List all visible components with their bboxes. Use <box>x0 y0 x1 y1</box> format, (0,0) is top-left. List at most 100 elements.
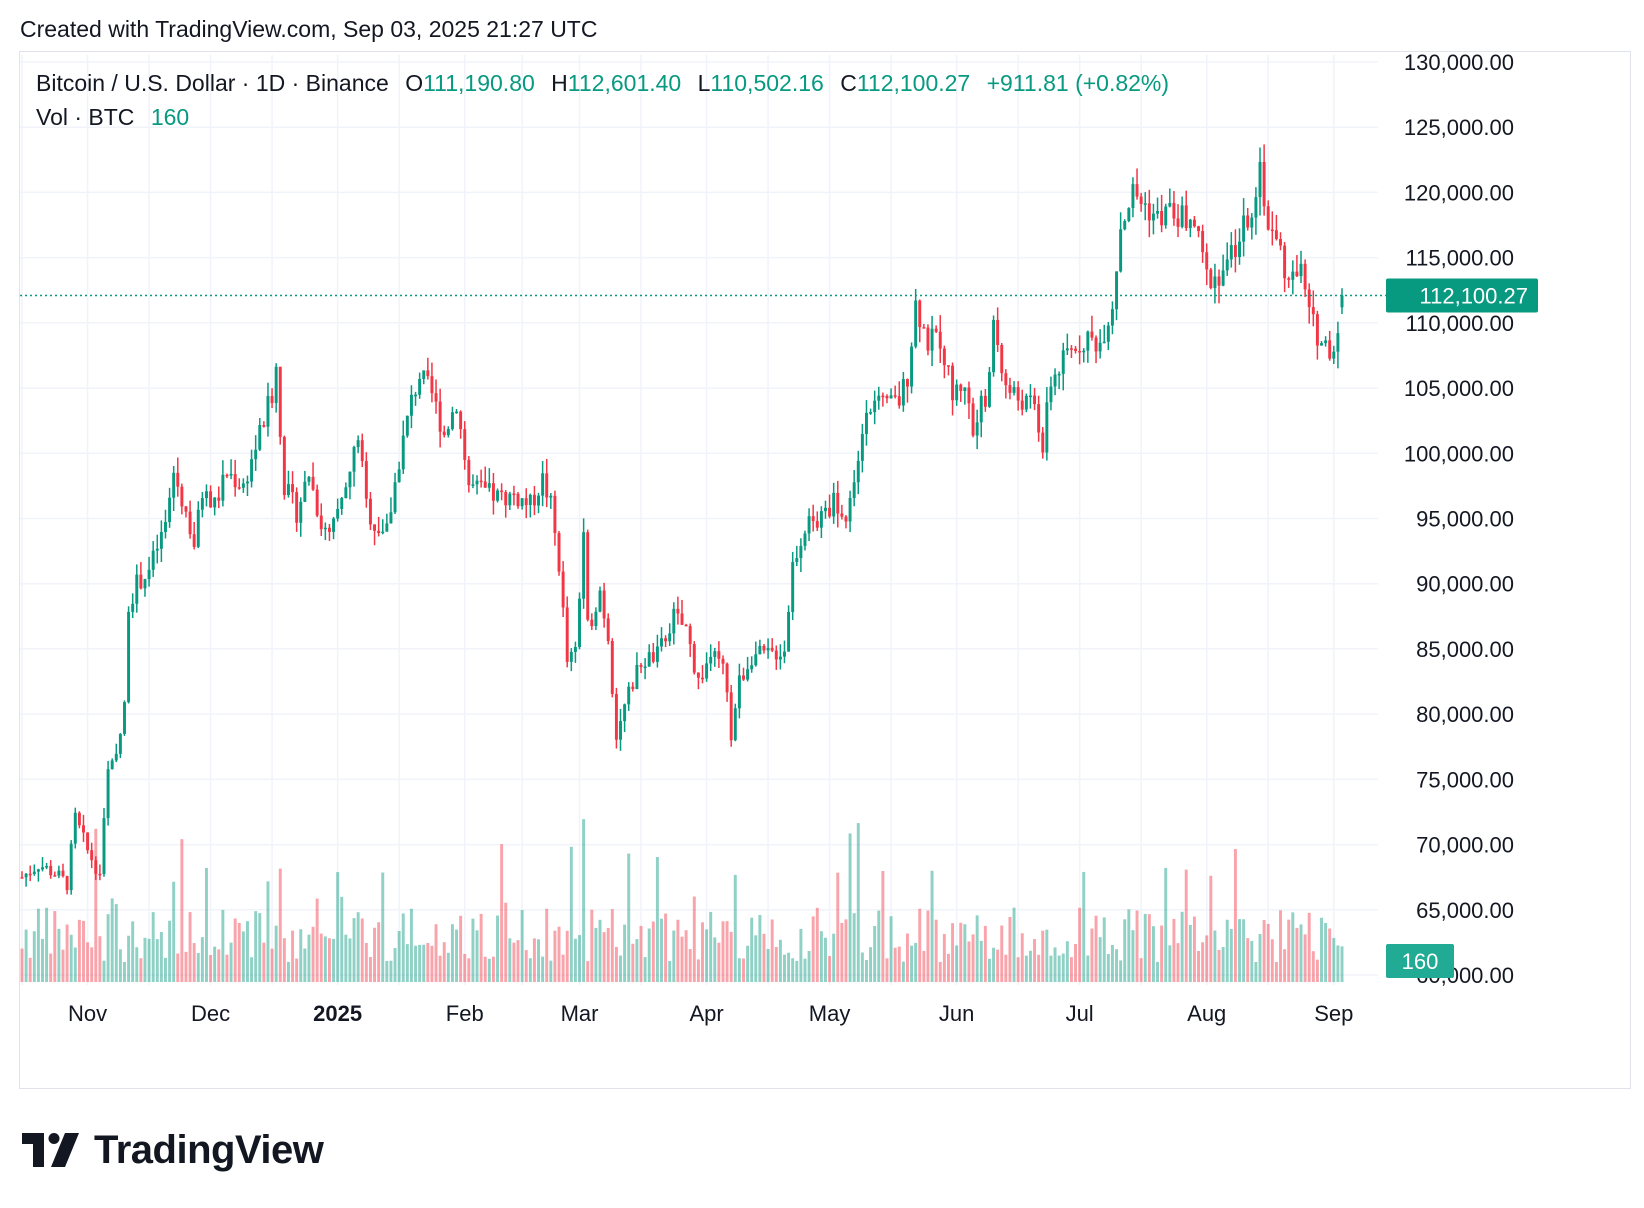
volume-bar <box>946 953 950 982</box>
candle-body <box>1078 350 1082 353</box>
volume-bar <box>696 959 700 982</box>
close-value: 112,100.27 <box>856 70 971 96</box>
candle-body <box>180 486 184 507</box>
candle-body <box>340 498 344 509</box>
candle-body <box>1061 350 1065 374</box>
volume-bar <box>77 919 81 982</box>
candle-body <box>926 327 930 351</box>
volume-bar <box>405 944 409 982</box>
volume-bar <box>836 872 840 982</box>
price-tick-label: 80,000.00 <box>1416 702 1514 727</box>
candle-body <box>1303 263 1307 290</box>
candle-body <box>1074 348 1078 351</box>
candle-body <box>1250 217 1254 228</box>
volume-bar <box>1078 907 1082 982</box>
volume-bar <box>582 819 586 982</box>
candle-body <box>1131 184 1135 209</box>
volume-bar <box>1131 930 1135 982</box>
candle-body <box>184 506 188 512</box>
volume-bar <box>602 932 606 982</box>
candle-body <box>897 396 901 406</box>
volume-bar <box>889 916 893 982</box>
volume-bar <box>1065 941 1069 982</box>
volume-bar <box>987 958 991 982</box>
volume-bar <box>1238 919 1241 982</box>
candle-body <box>791 562 795 612</box>
candle-body <box>852 482 856 499</box>
created-with-text: Created with TradingView.com, Sep 03, 20… <box>20 16 598 42</box>
candle-body <box>1028 395 1032 398</box>
candle-body <box>500 490 504 493</box>
volume-bar <box>561 954 565 982</box>
candle-body <box>82 825 85 833</box>
candle-body <box>36 869 40 872</box>
volume-bar <box>791 958 795 982</box>
volume-bar <box>455 929 459 982</box>
candle-body <box>725 663 729 693</box>
volume-bar <box>1328 928 1332 982</box>
tradingview-logo[interactable]: TradingView <box>22 1128 324 1172</box>
candle-body <box>742 675 745 680</box>
candle-body <box>647 652 651 667</box>
candle-body <box>680 613 684 625</box>
candle-body <box>545 473 549 498</box>
volume-bar <box>110 898 114 982</box>
volume-bar <box>815 907 819 982</box>
candle-body <box>286 484 290 496</box>
time-tick-label: Feb <box>446 1001 484 1026</box>
candle-body <box>327 527 331 532</box>
volume-bar <box>340 896 344 982</box>
chart-frame[interactable] <box>19 51 1631 1089</box>
candle-body <box>295 492 299 523</box>
volume-bar <box>172 881 176 982</box>
candle-body <box>840 513 844 517</box>
candle-body <box>57 870 61 876</box>
candle-body <box>729 692 733 741</box>
volume-bar <box>922 950 926 982</box>
candle-body <box>1000 344 1004 374</box>
candle-body <box>1156 211 1160 214</box>
candle-body <box>426 370 430 377</box>
volume-bar <box>598 919 602 982</box>
volume-bar <box>1016 957 1020 982</box>
volume-bar <box>430 945 434 982</box>
candle-body <box>467 459 471 486</box>
candle-body <box>209 491 213 508</box>
volume-bar <box>758 914 762 982</box>
volume-bar <box>49 953 53 982</box>
candle-body <box>1090 331 1094 338</box>
volume-bar <box>28 957 32 982</box>
candle-body <box>131 603 135 612</box>
low-value: 110,502.16 <box>710 70 824 96</box>
volume-bar <box>1119 960 1123 982</box>
volume-bar <box>1274 961 1278 982</box>
candle-body <box>311 476 315 490</box>
candle-body <box>266 396 270 427</box>
volume-bar <box>537 939 540 982</box>
candle-body <box>491 483 495 501</box>
candle-body <box>606 618 610 642</box>
volume-bar <box>135 947 139 982</box>
candle-body <box>537 495 540 506</box>
candle-body <box>41 867 44 870</box>
volume-bar <box>323 936 327 982</box>
volume-bar <box>1279 910 1282 982</box>
candle-body <box>299 501 303 523</box>
candle-body <box>364 461 368 499</box>
candle-body <box>713 651 717 657</box>
volume-bar <box>1151 926 1155 982</box>
candle-body <box>377 530 381 533</box>
candle-body <box>987 372 991 407</box>
candle-body <box>1098 342 1102 352</box>
volume-bar <box>1147 914 1151 982</box>
volume-bar <box>1299 924 1303 982</box>
volume-bar <box>1217 949 1221 982</box>
volume-bar <box>647 928 651 982</box>
candle-body <box>1008 385 1012 393</box>
price-chart[interactable]: 130,000.00 125,000.00 120,000.00 115,000.00… <box>0 0 1644 1100</box>
candle-body <box>1172 202 1176 219</box>
candle-body <box>356 440 360 448</box>
candle-body <box>668 633 672 642</box>
volume-bar <box>397 930 401 982</box>
candle-body <box>1086 331 1090 351</box>
